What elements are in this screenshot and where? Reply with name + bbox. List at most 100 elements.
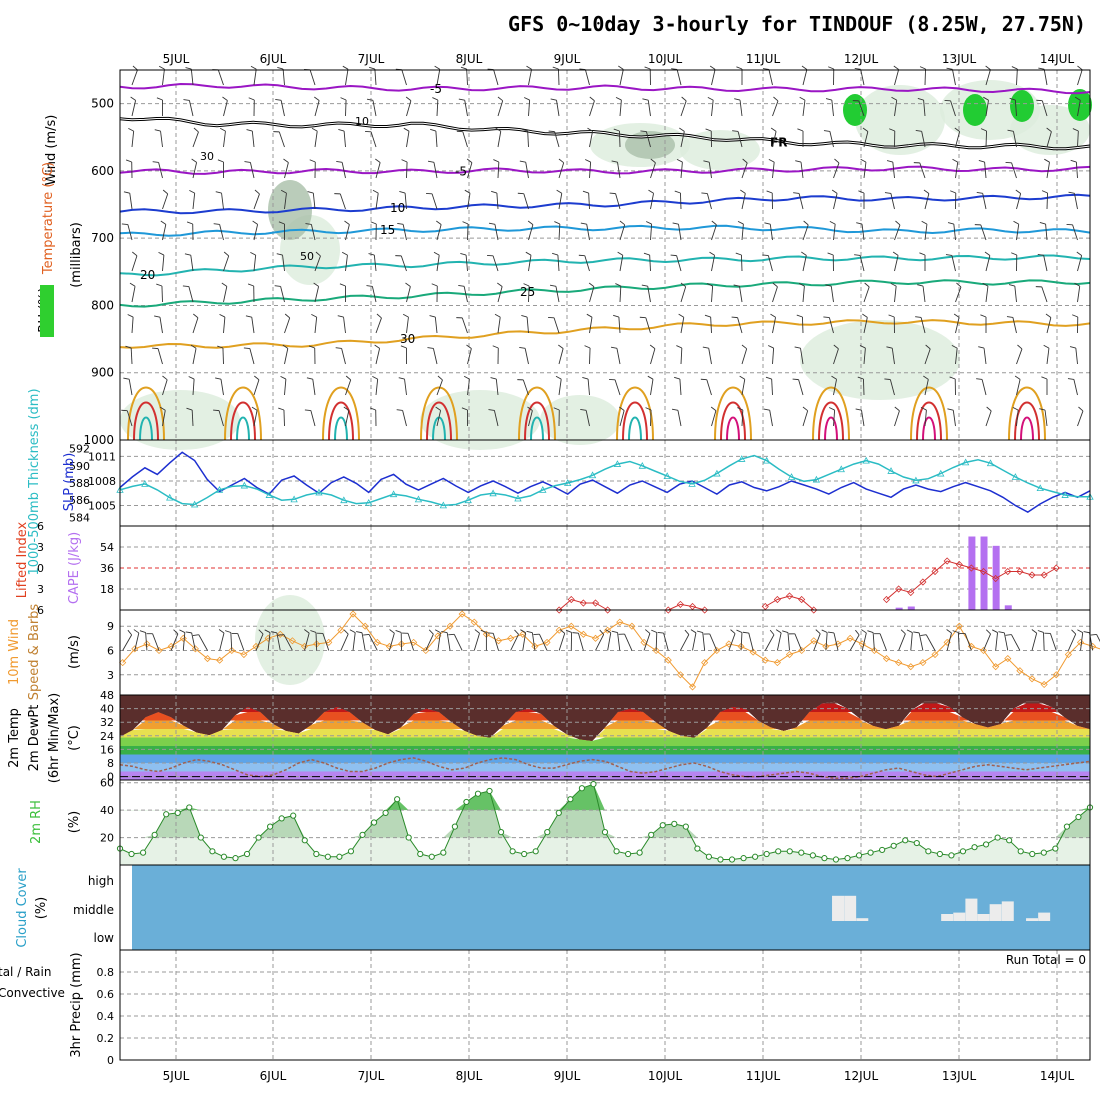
wind-barb-feather — [221, 282, 228, 287]
rh2m-marker — [694, 845, 701, 852]
rh2m-marker — [844, 855, 851, 862]
wind-barb-feather — [458, 284, 465, 287]
surface-wind-barb-feather — [179, 629, 186, 633]
wind-barb-feather — [886, 346, 893, 349]
rh2m-marker — [174, 809, 181, 817]
wind-barb — [1046, 192, 1049, 210]
li-marker — [919, 578, 927, 586]
wind-barb — [402, 224, 407, 241]
surface-wind-barb — [407, 633, 415, 651]
wind-barb-feather — [246, 129, 253, 132]
wind-barb — [283, 409, 285, 427]
wind-barb-feather — [923, 189, 930, 194]
wind-barb — [221, 193, 224, 210]
wind-barb-feather — [834, 158, 840, 164]
wind-barb-feather — [311, 313, 317, 318]
minmax-axis-label: (6hr Min/Max) — [47, 693, 62, 783]
wind-barb-feather — [132, 65, 138, 71]
surface-wind-barb — [368, 634, 378, 651]
top-day-label: 6JUL — [260, 52, 287, 66]
wind-speed-marker — [773, 659, 781, 667]
wind-barb — [404, 193, 407, 210]
surface-wind-barb — [849, 634, 860, 651]
top-day-label: 8JUL — [456, 52, 483, 66]
wind-barb — [435, 131, 438, 148]
wind-barb — [253, 255, 257, 272]
surface-wind-barb-feather — [657, 631, 664, 634]
wind-barb — [769, 410, 773, 427]
thickness-marker — [887, 467, 895, 474]
rh2m-marker — [509, 848, 516, 855]
cloud-background — [132, 865, 1090, 950]
wind-barb — [859, 255, 865, 272]
wind-barb — [401, 69, 407, 86]
rh2m-marker — [255, 834, 262, 841]
surface-wind-barb-feather — [363, 633, 370, 636]
wind-barb — [1075, 348, 1078, 365]
wind-barb — [345, 69, 349, 86]
wind-speed-marker — [616, 618, 624, 626]
thickness-marker — [937, 469, 945, 477]
isotherm-label: 30 — [400, 332, 415, 346]
wind-barb — [1016, 379, 1021, 396]
rh2m-marker — [324, 853, 331, 860]
thickness-marker — [489, 489, 497, 497]
surface-wind-barb — [315, 632, 318, 651]
surface-wind-barb-feather — [441, 630, 448, 634]
wind-barb — [436, 410, 442, 427]
wind-barb-feather — [920, 407, 927, 411]
wind-barb — [192, 317, 199, 334]
isotherm-line — [119, 193, 1091, 215]
wind-speed-marker — [410, 638, 418, 646]
thickness-marker — [986, 459, 995, 467]
wind-speed-marker — [725, 640, 733, 648]
wind-barb-feather — [645, 407, 652, 411]
wind-barb — [284, 317, 291, 334]
temp-tick-label: 0 — [107, 771, 114, 784]
wind-barb — [375, 379, 379, 396]
wind-barb — [1016, 193, 1022, 210]
wind-barb-feather — [641, 284, 648, 287]
surface-wind-barb — [191, 632, 196, 651]
surface-wind-barb — [680, 634, 690, 651]
wind-barb-feather — [338, 128, 345, 132]
rh2m-marker — [798, 849, 805, 856]
thickness-tick-label: 590 — [69, 460, 90, 473]
wind-barb — [1041, 286, 1048, 303]
surface-wind-barb-feather — [985, 629, 991, 635]
isotherm-label: 15 — [380, 223, 395, 237]
wind-barb — [192, 131, 199, 148]
wind-barb — [312, 193, 316, 210]
wind-barb-feather — [763, 408, 770, 411]
rh-tick-label: 20 — [100, 832, 114, 845]
wind-barb — [192, 162, 198, 179]
wind-barb-feather — [795, 160, 802, 163]
wind-barb — [801, 316, 804, 334]
rh2m-marker — [486, 787, 493, 795]
wind-barb — [1011, 162, 1017, 179]
wind-barb — [619, 69, 624, 86]
wind-barb — [921, 131, 926, 148]
wind-barb-feather — [159, 406, 166, 411]
isotherm-label: -5 — [430, 82, 442, 96]
wind-barb — [436, 224, 442, 241]
cloud-cover-axis-label: Cloud Cover — [15, 868, 30, 948]
wind-barb — [919, 162, 926, 179]
bottom-day-label: 8JUL — [456, 1069, 483, 1083]
wind-barb — [466, 68, 468, 86]
wind-barb — [374, 69, 377, 86]
wind-barb — [772, 100, 779, 117]
surface-wind-barb-feather — [920, 634, 927, 636]
rh2m-marker — [417, 850, 424, 858]
millibars-axis-label: (millibars) — [69, 222, 84, 288]
rh2m-marker — [902, 837, 909, 844]
wind-barb-feather — [950, 190, 956, 194]
wind-barb — [860, 69, 865, 86]
wind-barb — [528, 255, 532, 272]
dewpt2m-axis-label: 2m DewPt — [27, 705, 42, 772]
wind-barb-feather — [613, 128, 620, 132]
rh2m-marker — [267, 823, 274, 830]
wind-barb — [894, 286, 897, 303]
wind-barb-feather — [946, 67, 953, 70]
wind-barb-feather — [893, 65, 899, 70]
